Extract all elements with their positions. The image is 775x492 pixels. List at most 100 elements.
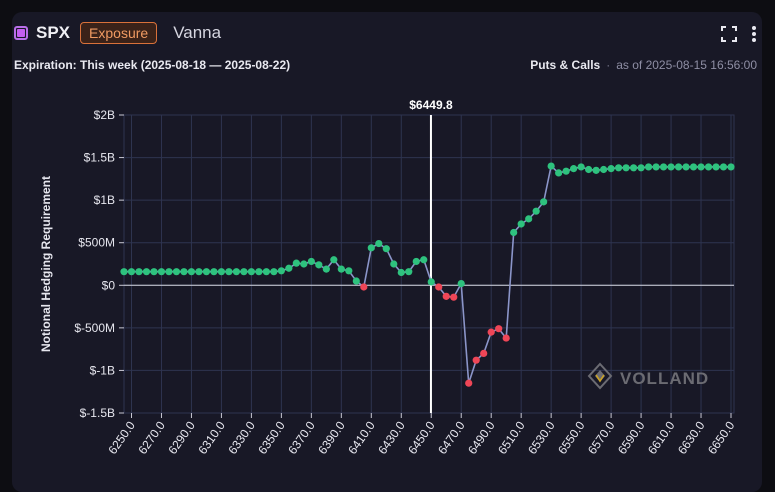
exposure-badge[interactable]: Exposure — [80, 22, 158, 44]
data-point-positive — [345, 267, 353, 275]
data-point-positive — [532, 207, 540, 215]
data-point-positive — [330, 256, 338, 264]
data-point-positive — [382, 245, 390, 253]
data-point-positive — [652, 163, 660, 171]
x-tick-label: 6270.0 — [135, 418, 168, 456]
data-point-negative — [435, 283, 443, 291]
y-tick-label: $2B — [94, 108, 115, 122]
data-point-positive — [292, 259, 300, 267]
y-tick-label: $500M — [78, 236, 115, 250]
data-point-positive — [300, 260, 308, 268]
data-point-positive — [562, 167, 570, 175]
data-point-positive — [397, 268, 405, 277]
data-point-negative — [487, 328, 495, 336]
y-tick-label: $0 — [102, 278, 116, 292]
data-point-positive — [592, 166, 600, 174]
data-point-positive — [457, 279, 465, 288]
x-tick-label: 6250.0 — [105, 418, 138, 456]
data-point-positive — [622, 164, 630, 172]
spot-label: $6449.8 — [409, 98, 453, 112]
volland-logo-icon — [587, 362, 613, 390]
data-point-positive — [412, 257, 420, 266]
spot-marker: $6449.8 — [409, 98, 453, 413]
data-point-negative — [360, 283, 368, 291]
chart-header: SPX Exposure Vanna — [14, 22, 221, 44]
data-point-positive — [697, 163, 705, 171]
more-vertical-icon[interactable] — [751, 25, 757, 48]
watermark-text: VOLLAND — [620, 369, 709, 388]
data-point-positive — [127, 268, 136, 276]
x-tick-label: 6430.0 — [375, 418, 408, 456]
data-point-positive — [585, 165, 593, 174]
data-point-positive — [689, 163, 698, 171]
x-tick-label: 6390.0 — [315, 418, 348, 456]
y-tick-label: $-500M — [74, 321, 115, 335]
ticker-symbol[interactable]: SPX — [36, 23, 71, 42]
data-point-positive — [427, 278, 435, 286]
x-tick-label: 6290.0 — [165, 418, 198, 456]
x-tick-label: 6650.0 — [705, 418, 738, 456]
x-tick-label: 6450.0 — [405, 418, 438, 456]
data-point-positive — [240, 268, 248, 276]
data-point-negative — [495, 325, 503, 333]
y-axis: $2B $1.5B $1B $500M $0 $-500M $-1B $-1.5B — [74, 108, 124, 420]
data-point-positive — [375, 239, 383, 248]
y-tick-label: $1.5B — [84, 151, 115, 165]
data-point-positive — [352, 277, 360, 285]
data-point-negative — [502, 334, 510, 342]
x-tick-label: 6470.0 — [435, 418, 468, 456]
data-point-positive — [217, 268, 226, 276]
data-point-positive — [150, 268, 158, 276]
subheader-right: Puts & Calls · as of 2025-08-15 16:56:00 — [530, 58, 757, 72]
x-tick-label: 6410.0 — [345, 418, 378, 456]
data-point-positive — [525, 215, 533, 223]
data-point-positive — [322, 265, 330, 273]
header-actions — [721, 25, 757, 48]
data-point-positive — [614, 164, 623, 172]
data-point-positive — [270, 268, 278, 276]
greek-label[interactable]: Vanna — [173, 23, 222, 42]
data-point-positive — [255, 268, 263, 276]
watermark: VOLLAND — [587, 362, 709, 390]
data-point-positive — [165, 268, 173, 276]
data-point-positive — [517, 220, 525, 228]
data-point-positive — [277, 267, 285, 275]
data-point-positive — [142, 268, 151, 276]
x-tick-label: 6550.0 — [555, 418, 588, 456]
timestamp-label: as of 2025-08-15 16:56:00 — [616, 58, 757, 72]
data-point-positive — [674, 163, 683, 171]
x-tick-label: 6510.0 — [495, 418, 528, 456]
data-point-positive — [712, 163, 720, 171]
x-tick-label: 6350.0 — [255, 418, 288, 456]
data-point-positive — [210, 268, 218, 276]
data-point-positive — [420, 256, 428, 264]
data-point-positive — [644, 163, 653, 171]
data-point-positive — [607, 165, 615, 173]
data-point-negative — [480, 349, 488, 357]
data-point-positive — [232, 268, 241, 276]
data-point-positive — [247, 268, 255, 276]
data-point-negative — [442, 292, 450, 300]
x-tick-label: 6330.0 — [225, 418, 258, 456]
data-point-negative — [450, 293, 458, 301]
data-point-positive — [157, 268, 166, 276]
data-point-positive — [367, 244, 375, 252]
data-point-positive — [285, 264, 293, 272]
data-point-positive — [405, 268, 413, 276]
data-point-positive — [555, 169, 563, 177]
expiration-label[interactable]: Expiration: This week (2025-08-18 — 2025… — [14, 58, 291, 72]
fullscreen-icon[interactable] — [721, 26, 737, 47]
data-point-positive — [225, 268, 233, 276]
data-point-positive — [135, 268, 143, 276]
filter-label[interactable]: Puts & Calls — [530, 58, 601, 72]
x-tick-label: 6610.0 — [645, 418, 678, 456]
x-tick-label: 6570.0 — [585, 418, 618, 456]
data-point-positive — [547, 162, 555, 170]
x-tick-label: 6630.0 — [675, 418, 708, 456]
x-tick-label: 6490.0 — [465, 418, 498, 456]
data-point-positive — [315, 261, 323, 269]
data-point-positive — [667, 163, 675, 171]
x-tick-label: 6530.0 — [525, 418, 558, 456]
x-tick-label: 6590.0 — [615, 418, 648, 456]
